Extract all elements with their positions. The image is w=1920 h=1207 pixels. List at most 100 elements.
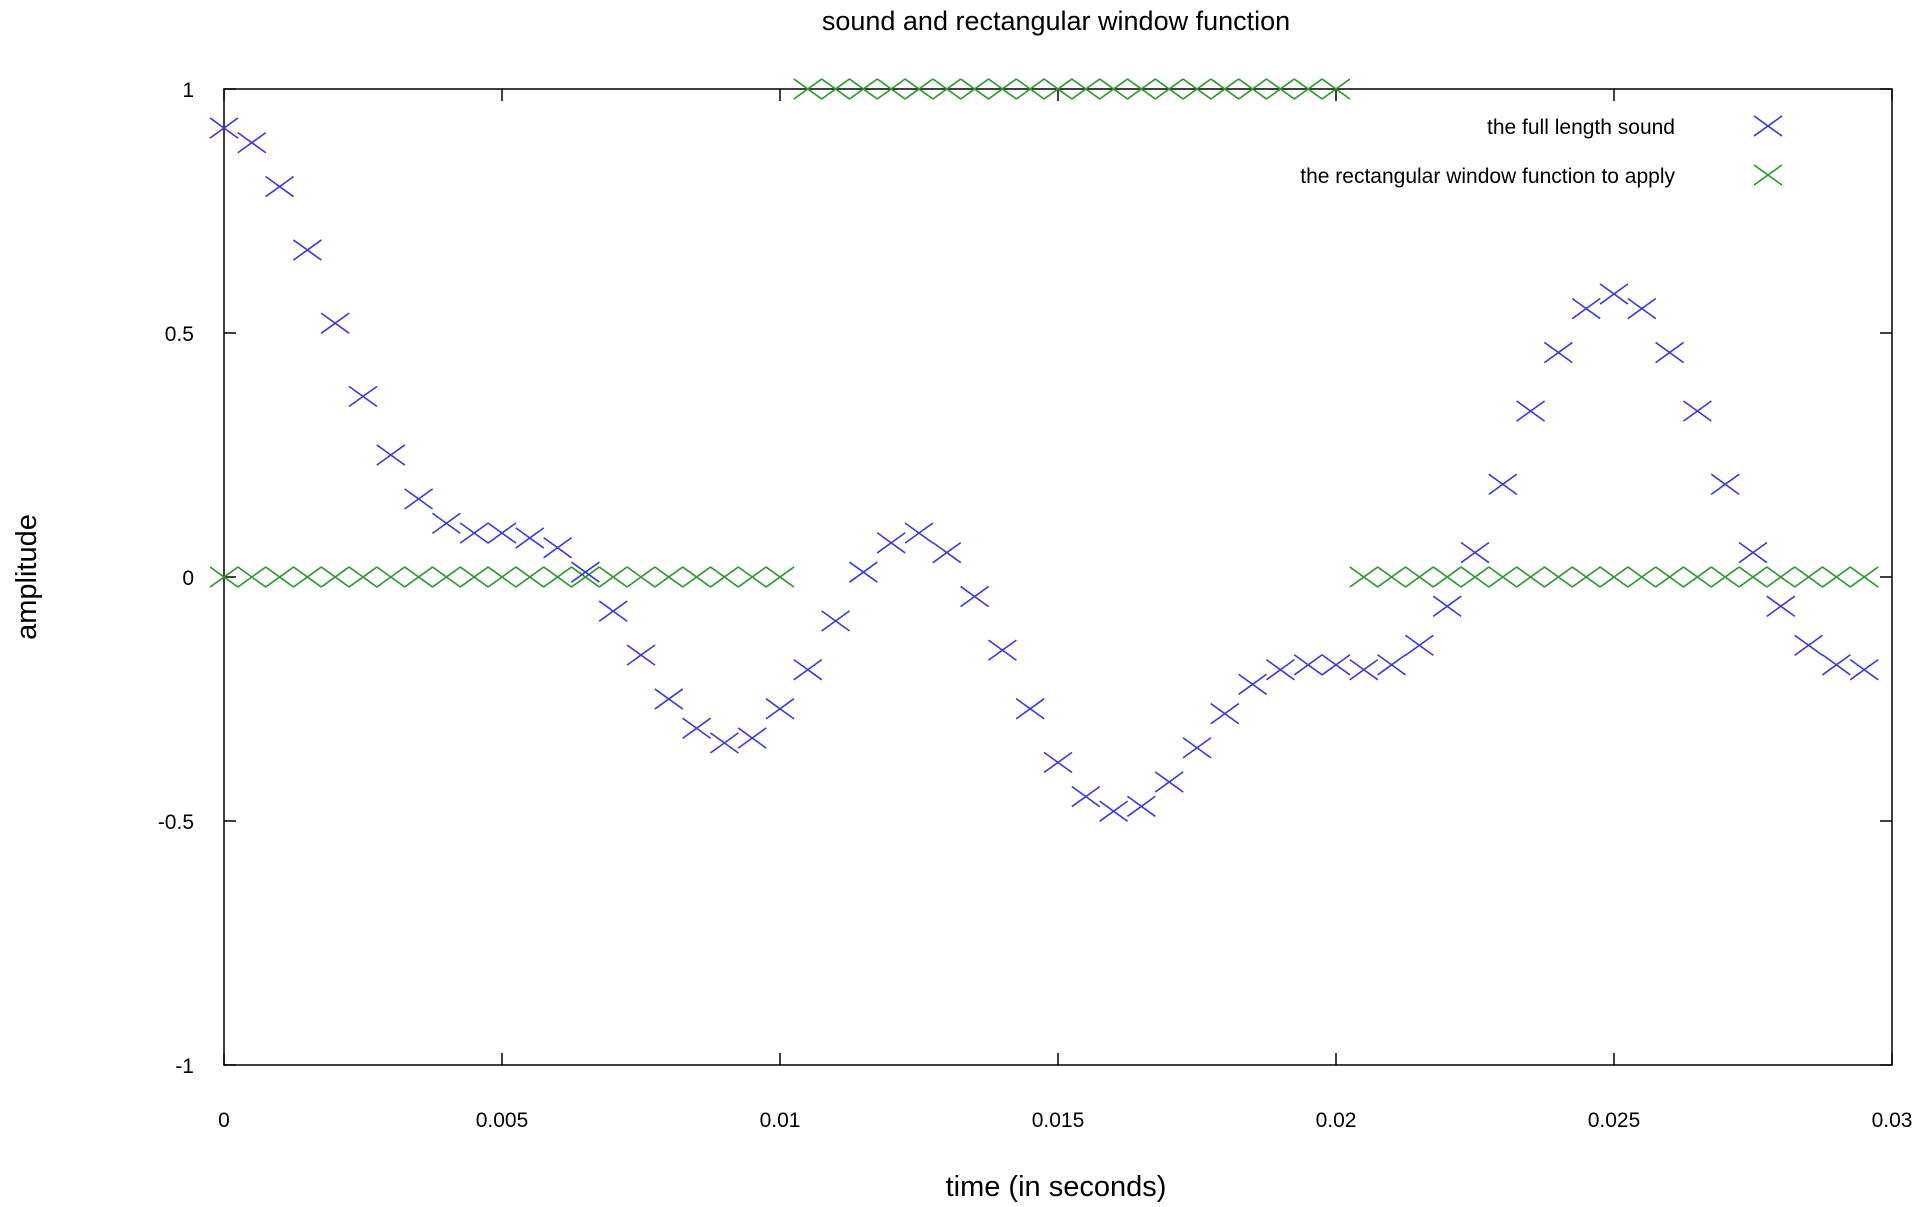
sound-point (431, 512, 461, 535)
window-point (1210, 78, 1240, 100)
sound-point (292, 239, 322, 261)
window-point (1154, 78, 1184, 100)
sound-point (320, 312, 350, 334)
axis-ticks (223, 88, 1893, 1066)
legend-marker-window (1753, 164, 1783, 186)
window-point (793, 78, 823, 100)
sound-point (265, 175, 295, 198)
sound-point (376, 444, 406, 466)
sound-point (1099, 800, 1129, 822)
sound-point (1238, 673, 1268, 696)
y-axis-label: amplitude (11, 514, 43, 640)
sound-point (1210, 702, 1240, 725)
window-point (1460, 566, 1490, 588)
window-point (1293, 78, 1323, 100)
sound-point (1543, 341, 1573, 364)
window-point (1099, 78, 1129, 100)
sound-point (876, 532, 906, 554)
sound-point (1349, 658, 1379, 681)
window-point (1543, 566, 1573, 588)
sound-point (1460, 541, 1490, 564)
window-point (1071, 78, 1101, 100)
window-point (1182, 78, 1212, 100)
window-point (487, 566, 517, 588)
sound-point (570, 561, 600, 583)
sound-point (765, 698, 795, 720)
window-point (904, 78, 934, 100)
window-point (1627, 566, 1657, 588)
sound-point (1571, 297, 1601, 320)
window-point (598, 566, 628, 588)
chart-title: sound and rectangular window function (822, 6, 1290, 36)
window-point (1043, 78, 1073, 100)
window-point (1655, 566, 1685, 588)
window-point (1488, 566, 1518, 588)
window-point (376, 566, 406, 588)
sound-point (1710, 473, 1740, 496)
window-point (404, 566, 434, 588)
sound-point (1377, 654, 1407, 676)
sound-point (1821, 654, 1851, 676)
window-point (1349, 566, 1379, 588)
window-point (1710, 566, 1740, 588)
window-point (1015, 78, 1045, 100)
window-point (320, 566, 350, 588)
window-point (765, 566, 795, 588)
x-axis-label: time (in seconds) (946, 1171, 1167, 1203)
data-markers (209, 78, 1879, 822)
window-point (821, 78, 851, 100)
window-point (709, 566, 739, 588)
sound-point (626, 644, 656, 666)
window-point (515, 566, 545, 588)
sound-point (1738, 541, 1768, 564)
legend-label-sound: the full length sound (1487, 116, 1675, 139)
sound-point (1599, 283, 1629, 305)
sound-point (487, 522, 517, 544)
sound-point (404, 488, 434, 510)
sound-point (1321, 654, 1351, 676)
window-point (626, 566, 656, 588)
window-point (1821, 566, 1851, 588)
legend: the full length sound the rectangular wi… (1300, 115, 1783, 188)
window-point (209, 566, 239, 588)
legend-marker-window-x (1753, 164, 1783, 186)
sound-point (1849, 658, 1879, 681)
window-point (1849, 566, 1879, 588)
window-point (1599, 566, 1629, 588)
y-tick-label: -1 (175, 1055, 194, 1078)
sound-point (515, 527, 545, 549)
window-point (682, 566, 712, 588)
window-point (932, 78, 962, 100)
x-tick-label: 0.015 (1032, 1109, 1085, 1132)
sound-point (1488, 473, 1518, 496)
sound-point (904, 522, 934, 544)
sound-point (1015, 698, 1045, 720)
legend-marker-sound-x (1753, 115, 1783, 137)
window-point (431, 566, 461, 588)
window-point (876, 78, 906, 100)
sound-point (737, 727, 767, 749)
sound-point (1182, 737, 1212, 759)
sound-point (1154, 771, 1184, 793)
window-point (1682, 566, 1712, 588)
sound-point (932, 541, 962, 564)
sound-point (960, 585, 990, 608)
sound-point (654, 688, 684, 710)
sound-point (709, 732, 739, 754)
window-point (459, 566, 489, 588)
window-point (1766, 566, 1796, 588)
window-point (570, 566, 600, 588)
window-point (1794, 566, 1824, 588)
sound-point (1071, 785, 1101, 808)
sound-point (1794, 634, 1824, 657)
window-point (1265, 78, 1295, 100)
window-point (1238, 78, 1268, 100)
sound-point (1432, 595, 1462, 618)
sound-point (793, 658, 823, 681)
window-point (1516, 566, 1546, 588)
y-tick-label: 0.5 (165, 323, 194, 346)
window-point (348, 566, 378, 588)
sound-point (598, 600, 628, 622)
x-tick-label: 0 (218, 1109, 230, 1132)
sound-point (1682, 400, 1712, 422)
